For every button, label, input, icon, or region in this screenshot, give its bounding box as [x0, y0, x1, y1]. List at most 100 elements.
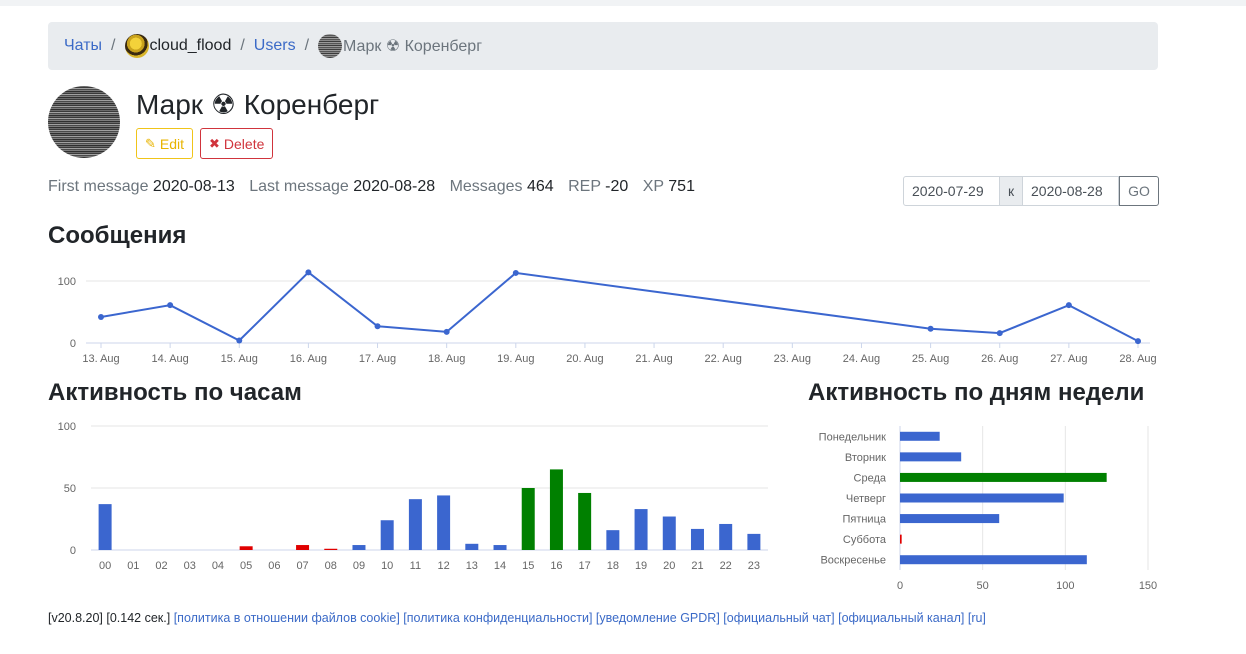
x-tick-label: 12: [437, 560, 449, 572]
messages-line-chart: 0 100 13. Aug 14. Aug 15. Aug 16. Aug 17. Aug 1…: [58, 269, 1157, 365]
y-tick-label: Понедельник: [819, 431, 887, 443]
date-from-input[interactable]: [903, 176, 1000, 206]
x-tick-label: 16. Aug: [290, 353, 327, 365]
delete-button[interactable]: ✖ Delete: [200, 128, 274, 159]
x-tick-label: 16: [550, 560, 562, 572]
last-message-label: Last message: [249, 178, 349, 195]
x-tick-label: 0: [897, 580, 903, 592]
hour-bar: [747, 533, 761, 550]
date-to-input[interactable]: [1022, 176, 1119, 206]
edit-button[interactable]: ✎ Edit: [136, 128, 194, 159]
breadcrumb-separator: /: [240, 37, 245, 54]
breadcrumb-chat-name[interactable]: cloud_flood: [149, 37, 232, 54]
hour-bar: [690, 528, 704, 550]
x-tick-label: 100: [1056, 580, 1074, 592]
y-tick-label: 0: [70, 338, 76, 350]
x-tick-label: 28. Aug: [1119, 353, 1156, 365]
x-tick-label: 21. Aug: [635, 353, 672, 365]
weekdays-section-title: Активность по дням недели: [808, 379, 1145, 406]
go-button[interactable]: GO: [1119, 176, 1159, 206]
x-tick-label: 26. Aug: [981, 353, 1018, 365]
x-tick-label: 00: [99, 560, 111, 572]
hour-bar: [549, 469, 563, 550]
hour-bar: [437, 495, 451, 550]
data-point: [1135, 338, 1141, 345]
weekday-bar: [900, 452, 962, 462]
first-message-value: 2020-08-13: [152, 178, 235, 195]
breadcrumb-separator: /: [304, 37, 310, 54]
footer-gdpr-link[interactable]: [уведомление GPDR]: [595, 611, 720, 625]
weekday-bar: [900, 514, 1000, 524]
x-tick-label: 24. Aug: [843, 353, 880, 365]
data-point: [927, 325, 934, 332]
data-point: [374, 323, 381, 330]
data-point: [512, 269, 519, 276]
weekday-bar: [900, 431, 940, 441]
data-point: [98, 313, 104, 320]
footer-language-link[interactable]: [ru]: [967, 611, 986, 625]
breadcrumb-chat[interactable]: cloud_flood: [124, 34, 232, 58]
weekday-bar: [900, 555, 1087, 565]
date-range-filter: к GO: [903, 176, 1159, 206]
x-tick-label: 06: [268, 560, 280, 572]
hours-bar-chart: 0 50 100 00 01 02 03 04 05 06 07 08 09 10 11 12 13 14 15 16…: [58, 421, 768, 572]
breadcrumb: Чаты / cloud_flood / Users / Марк ☢ Коре…: [48, 22, 1158, 70]
delete-label: Delete: [223, 135, 265, 152]
x-tick-label: 02: [155, 560, 167, 572]
y-tick-label: 0: [70, 545, 76, 557]
hour-bar: [98, 504, 112, 550]
x-tick-label: 23. Aug: [774, 353, 811, 365]
x-tick-label: 22: [720, 560, 732, 572]
x-tick-label: 50: [977, 580, 989, 592]
data-point: [236, 337, 243, 344]
weekday-bar: [900, 493, 1064, 503]
user-stats: First message 2020-08-13 Last message 20…: [48, 178, 705, 196]
x-tick-label: 22. Aug: [705, 353, 742, 365]
footer-official-chat-link[interactable]: [официальный чат]: [723, 611, 835, 625]
x-tick-label: 08: [325, 560, 337, 572]
y-tick-label: 100: [58, 421, 76, 433]
pencil-icon: ✎: [145, 135, 156, 151]
x-tick-label: 18: [607, 560, 619, 572]
footer-privacy-link[interactable]: [политика конфиденциальности]: [403, 611, 593, 625]
x-tick-label: 21: [691, 560, 703, 572]
breadcrumb-chats-link[interactable]: Чаты: [64, 37, 103, 54]
page-title: Марк ☢ Коренберг: [136, 89, 380, 120]
breadcrumb-current-label: Марк ☢ Коренберг: [343, 38, 483, 55]
x-tick-label: 15: [522, 560, 534, 572]
footer-version: [v20.8.20] [0.142 сек.]: [48, 611, 171, 625]
xp-value: 751: [668, 178, 695, 195]
chat-avatar-icon: [124, 34, 149, 58]
rep-label: REP: [568, 178, 601, 195]
x-tick-label: 25. Aug: [912, 353, 949, 365]
y-tick-label: 100: [58, 276, 76, 288]
hours-section-title: Активность по часам: [48, 379, 302, 406]
x-tick-label: 10: [381, 560, 393, 572]
breadcrumb-users-link[interactable]: Users: [253, 37, 296, 54]
footer-cookie-link[interactable]: [политика в отношении файлов cookie]: [173, 611, 400, 625]
close-icon: ✖: [209, 135, 220, 151]
hour-bar: [380, 520, 394, 550]
hour-bar: [578, 492, 592, 550]
first-message-label: First message: [48, 178, 149, 195]
hour-bar: [239, 546, 253, 550]
hour-bar: [352, 545, 366, 550]
hour-bar: [662, 516, 676, 550]
hour-bar: [408, 499, 422, 550]
x-tick-label: 07: [296, 560, 308, 572]
breadcrumb-separator: /: [111, 37, 116, 54]
x-tick-label: 11: [410, 560, 421, 572]
hour-bar: [606, 530, 620, 550]
x-tick-label: 15. Aug: [221, 353, 258, 365]
x-tick-label: 04: [212, 560, 224, 572]
x-tick-label: 01: [127, 560, 139, 572]
footer-official-channel-link[interactable]: [официальный канал]: [838, 611, 965, 625]
hour-bar: [521, 488, 535, 550]
y-tick-label: 50: [64, 483, 76, 495]
x-tick-label: 19: [635, 560, 647, 572]
data-point: [167, 302, 174, 309]
footer: [v20.8.20] [0.142 сек.] [политика в отно…: [48, 611, 986, 625]
y-tick-label: Пятница: [842, 514, 886, 526]
x-tick-label: 14. Aug: [151, 353, 188, 365]
y-tick-label: Воскресенье: [820, 555, 886, 567]
